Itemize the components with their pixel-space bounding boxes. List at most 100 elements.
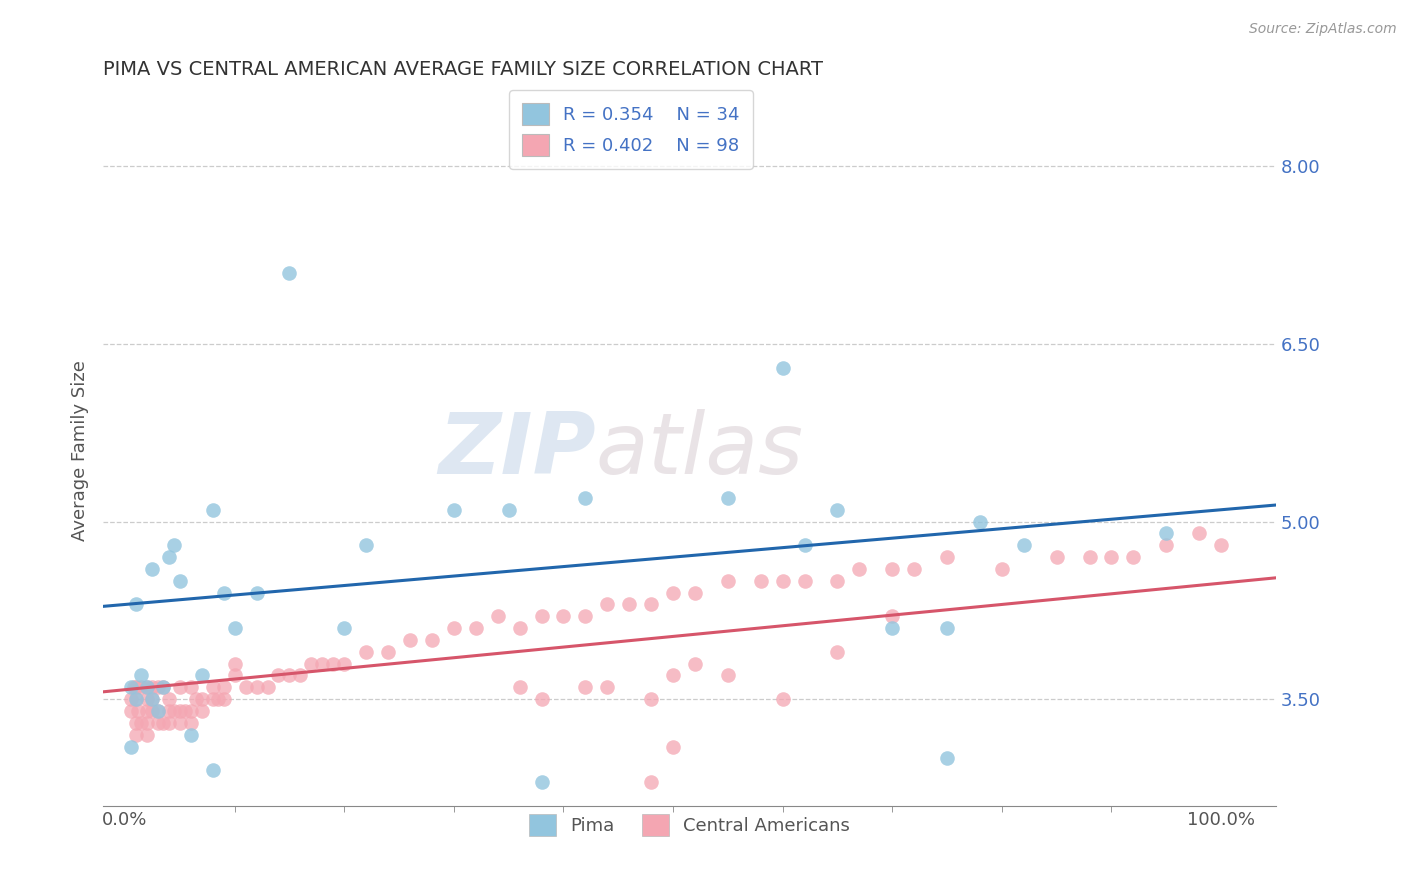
- Point: [486, 609, 509, 624]
- Point: [1012, 538, 1035, 552]
- Point: [530, 775, 553, 789]
- Point: [936, 550, 959, 565]
- Point: [120, 681, 142, 695]
- Point: [1122, 550, 1144, 565]
- Point: [157, 550, 180, 565]
- Legend: Pima, Central Americans: Pima, Central Americans: [522, 806, 858, 843]
- Point: [574, 491, 596, 505]
- Point: [793, 538, 815, 552]
- Text: PIMA VS CENTRAL AMERICAN AVERAGE FAMILY SIZE CORRELATION CHART: PIMA VS CENTRAL AMERICAN AVERAGE FAMILY …: [103, 60, 823, 78]
- Point: [141, 692, 163, 706]
- Point: [169, 704, 191, 718]
- Point: [201, 502, 224, 516]
- Point: [969, 515, 991, 529]
- Point: [141, 704, 163, 718]
- Point: [574, 609, 596, 624]
- Point: [399, 632, 422, 647]
- Point: [662, 585, 685, 599]
- Point: [120, 704, 142, 718]
- Point: [991, 562, 1014, 576]
- Point: [683, 585, 706, 599]
- Point: [333, 621, 356, 635]
- Text: ZIP: ZIP: [439, 409, 596, 492]
- Point: [640, 775, 662, 789]
- Point: [619, 598, 641, 612]
- Point: [1078, 550, 1101, 565]
- Point: [256, 681, 278, 695]
- Point: [717, 491, 740, 505]
- Point: [201, 692, 224, 706]
- Point: [136, 704, 159, 718]
- Point: [174, 704, 197, 718]
- Point: [207, 692, 229, 706]
- Point: [278, 266, 301, 280]
- Point: [596, 681, 619, 695]
- Point: [245, 681, 267, 695]
- Point: [186, 692, 208, 706]
- Point: [131, 715, 153, 730]
- Text: atlas: atlas: [596, 409, 804, 492]
- Point: [212, 585, 235, 599]
- Point: [322, 657, 344, 671]
- Point: [509, 621, 531, 635]
- Point: [749, 574, 772, 588]
- Point: [169, 574, 191, 588]
- Point: [212, 692, 235, 706]
- Point: [131, 681, 153, 695]
- Point: [157, 704, 180, 718]
- Point: [683, 657, 706, 671]
- Point: [882, 562, 904, 576]
- Point: [553, 609, 575, 624]
- Point: [882, 621, 904, 635]
- Point: [662, 668, 685, 682]
- Point: [180, 728, 202, 742]
- Point: [354, 645, 377, 659]
- Point: [772, 692, 794, 706]
- Point: [530, 609, 553, 624]
- Point: [157, 715, 180, 730]
- Point: [191, 668, 214, 682]
- Point: [772, 574, 794, 588]
- Point: [157, 692, 180, 706]
- Point: [827, 645, 849, 659]
- Point: [146, 704, 169, 718]
- Point: [120, 739, 142, 754]
- Point: [509, 681, 531, 695]
- Point: [530, 692, 553, 706]
- Point: [191, 692, 214, 706]
- Point: [290, 668, 312, 682]
- Point: [936, 621, 959, 635]
- Point: [1209, 538, 1232, 552]
- Point: [152, 681, 174, 695]
- Point: [640, 598, 662, 612]
- Point: [827, 502, 849, 516]
- Point: [224, 657, 246, 671]
- Point: [311, 657, 333, 671]
- Y-axis label: Average Family Size: Average Family Size: [72, 360, 89, 541]
- Point: [136, 692, 159, 706]
- Point: [120, 692, 142, 706]
- Point: [127, 704, 149, 718]
- Point: [245, 585, 267, 599]
- Point: [125, 598, 148, 612]
- Point: [125, 715, 148, 730]
- Point: [1046, 550, 1069, 565]
- Point: [146, 715, 169, 730]
- Point: [125, 692, 148, 706]
- Point: [180, 715, 202, 730]
- Point: [146, 704, 169, 718]
- Point: [1154, 526, 1177, 541]
- Point: [141, 692, 163, 706]
- Point: [299, 657, 322, 671]
- Point: [136, 681, 159, 695]
- Point: [354, 538, 377, 552]
- Point: [793, 574, 815, 588]
- Point: [125, 681, 148, 695]
- Point: [169, 681, 191, 695]
- Point: [152, 681, 174, 695]
- Point: [136, 728, 159, 742]
- Point: [224, 668, 246, 682]
- Point: [141, 681, 163, 695]
- Point: [772, 360, 794, 375]
- Point: [717, 574, 740, 588]
